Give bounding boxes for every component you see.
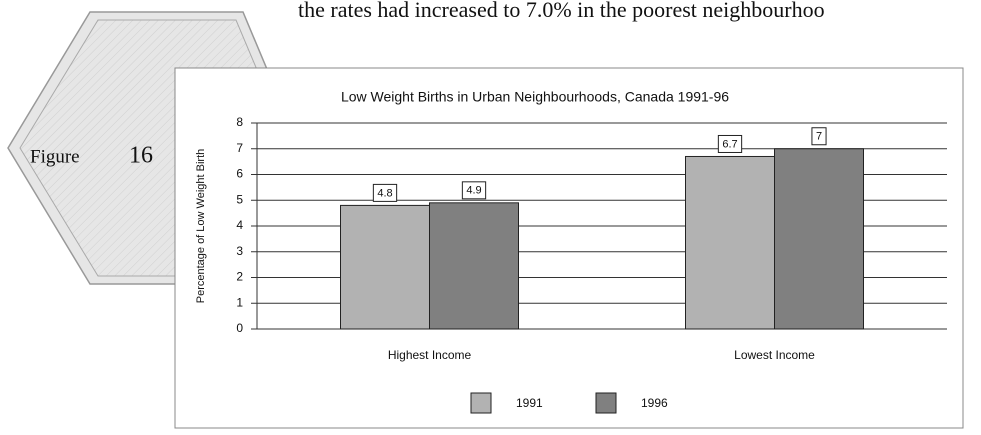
data-label-box	[811, 127, 827, 146]
y-tick-label: 5	[236, 192, 243, 206]
chart: Low Weight Births in Urban Neighbourhood…	[195, 89, 947, 414]
y-axis-label: Percentage of Low Weight Birth	[195, 149, 207, 304]
bar	[429, 202, 519, 330]
bar	[340, 204, 430, 330]
figure-number: 16	[129, 143, 153, 169]
body-text: the rates had increased to 7.0% in the p…	[298, 0, 825, 22]
chart-title: Low Weight Births in Urban Neighbourhood…	[341, 89, 729, 105]
x-tick-label: Lowest Income	[734, 348, 815, 362]
y-tick-label: 2	[236, 270, 243, 284]
y-tick-label: 6	[236, 167, 243, 181]
data-label-box	[717, 134, 743, 153]
y-tick-label: 7	[236, 141, 243, 155]
legend-label: 1991	[516, 396, 543, 410]
data-label: 4.9	[466, 185, 481, 197]
y-tick-label: 3	[236, 244, 243, 258]
bar	[685, 155, 775, 330]
data-label: 4.8	[377, 187, 392, 199]
data-label: 6.7	[722, 138, 737, 150]
data-label: 7	[816, 131, 822, 143]
data-label-box	[461, 181, 487, 200]
y-tick-label: 1	[236, 295, 243, 309]
figure-word: Figure	[30, 146, 80, 167]
bar	[774, 148, 864, 330]
legend-swatch	[470, 392, 492, 414]
y-tick-label: 8	[236, 115, 243, 129]
legend-label: 1996	[641, 396, 668, 410]
y-tick-label: 4	[236, 218, 243, 232]
y-tick-label: 0	[236, 321, 243, 335]
data-label-box	[372, 183, 398, 202]
x-tick-label: Highest Income	[388, 348, 472, 362]
legend-swatch	[595, 392, 617, 414]
